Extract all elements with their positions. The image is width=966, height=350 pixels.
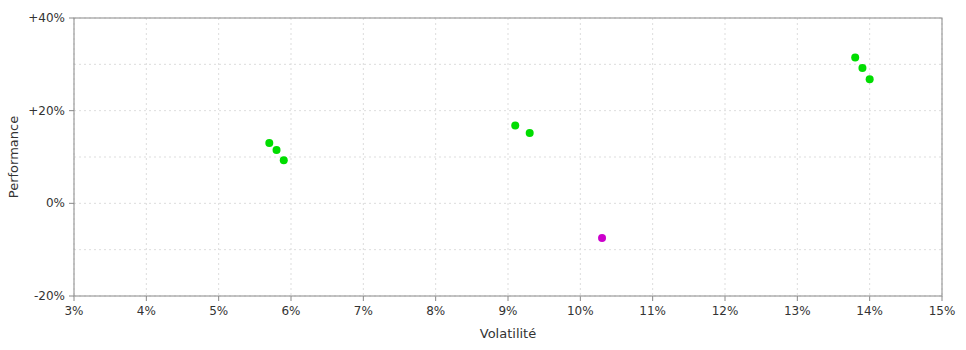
points: [265, 53, 873, 242]
x-tick-label: 15%: [929, 304, 956, 318]
point: [866, 75, 874, 83]
x-tick-label: 10%: [567, 304, 594, 318]
x-tick-label: 5%: [209, 304, 228, 318]
x-tick: [652, 296, 653, 301]
x-axis-label: Volatilité: [480, 326, 536, 341]
chart: 3% 4% 5% 6% 7% 8% 9% 10% 11% 12% 13% 14% 15% -20% 0% +2…: [0, 0, 966, 350]
y-tick-label: -20%: [34, 289, 65, 303]
x-tick: [508, 296, 509, 301]
plot-frame: [74, 18, 942, 296]
y-tick: [69, 203, 74, 204]
x-tick-label: 4%: [137, 304, 156, 318]
x-tick: [797, 296, 798, 301]
x-tick-label: 3%: [64, 304, 83, 318]
y-grid-line: [74, 157, 942, 158]
x-tick: [942, 296, 943, 301]
point: [280, 156, 288, 164]
plot-area: [74, 18, 942, 296]
point: [511, 121, 519, 129]
y-tick: [69, 110, 74, 111]
point: [858, 64, 866, 72]
point: [526, 129, 534, 137]
x-grid-line: [797, 18, 798, 296]
x-grid-line: [363, 18, 364, 296]
y-tick-label: +20%: [28, 104, 65, 118]
y-tick-label: 0%: [46, 196, 65, 210]
x-tick-label: 11%: [639, 304, 666, 318]
y-grid-line: [74, 64, 942, 65]
x-grid-line: [508, 18, 509, 296]
y-tick: [69, 18, 74, 19]
x-tick-label: 6%: [281, 304, 300, 318]
x-tick: [218, 296, 219, 301]
x-grid-line: [652, 18, 653, 296]
x-tick-label: 8%: [426, 304, 445, 318]
x-tick: [725, 296, 726, 301]
x-tick-label: 13%: [784, 304, 811, 318]
point: [851, 53, 859, 61]
series: [598, 234, 606, 242]
x-tick: [291, 296, 292, 301]
x-tick: [580, 296, 581, 301]
y-axis-label: Performance: [6, 116, 21, 198]
y-tick-label: +40%: [28, 11, 65, 25]
y-tick: [69, 296, 74, 297]
point: [273, 146, 281, 154]
x-tick-label: 14%: [856, 304, 883, 318]
x-tick: [146, 296, 147, 301]
y-grid-line: [74, 110, 942, 111]
x-tick: [435, 296, 436, 301]
x-tick: [363, 296, 364, 301]
x-tick-label: 7%: [354, 304, 373, 318]
x-tick: [869, 296, 870, 301]
grid: [69, 18, 942, 301]
x-tick: [74, 296, 75, 301]
y-grid-line: [74, 249, 942, 250]
x-tick-label: 12%: [712, 304, 739, 318]
point: [265, 139, 273, 147]
y-grid-line: [74, 203, 942, 204]
x-tick-label: 9%: [498, 304, 517, 318]
tick-labels: 3% 4% 5% 6% 7% 8% 9% 10% 11% 12% 13% 14% 15% -20% 0% +2…: [28, 11, 955, 318]
series: [265, 53, 873, 164]
point: [598, 234, 606, 242]
